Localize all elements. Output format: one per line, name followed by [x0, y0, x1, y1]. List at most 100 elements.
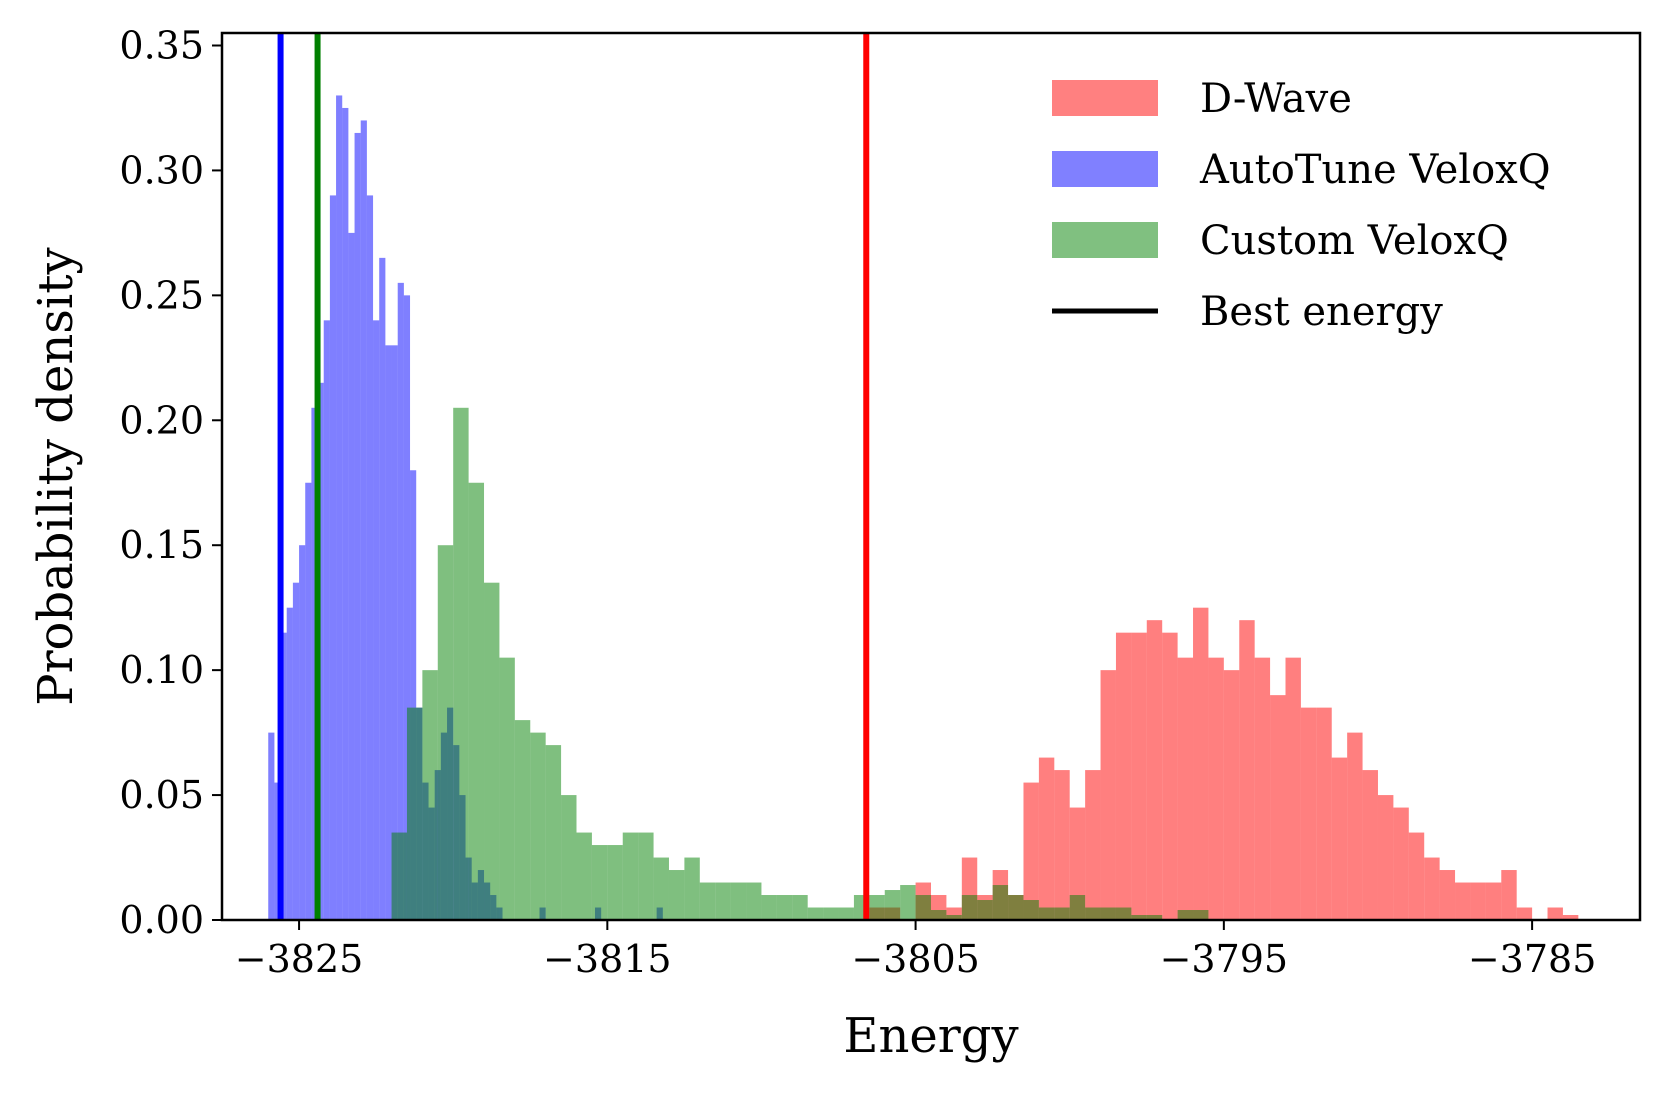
hist-bar — [1069, 807, 1086, 920]
plot-frame — [220, 31, 1642, 922]
legend-label: Best energy — [1200, 289, 1443, 335]
x-axis-title: Energy — [843, 1008, 1018, 1064]
hist-bar — [761, 895, 777, 920]
hist-bar — [379, 257, 386, 920]
hist-bar — [1054, 907, 1070, 920]
hist-bar — [286, 607, 293, 920]
hist-bar — [1038, 907, 1055, 920]
y-axis-title: Probability density — [28, 247, 84, 705]
hist-bar — [484, 582, 500, 920]
hist-bar — [422, 670, 438, 920]
hist-bar — [397, 282, 404, 920]
hist-bar — [699, 882, 716, 920]
x-tick-label: −3815 — [543, 937, 672, 981]
y-tick-label: 0.05 — [119, 773, 204, 817]
hist-bar — [1285, 657, 1301, 920]
hist-bar — [514, 720, 531, 920]
hist-bar — [317, 382, 324, 920]
hist-bar — [1131, 915, 1147, 920]
hist-bar — [1085, 770, 1101, 920]
hist-bar — [1162, 632, 1178, 920]
hist-bar — [1485, 882, 1502, 920]
hist-bar — [1193, 910, 1209, 920]
hist-bar — [354, 132, 361, 920]
legend-item: AutoTune VeloxQ — [1052, 147, 1551, 193]
hist-bar — [1023, 782, 1039, 920]
hist-bar — [1377, 795, 1394, 920]
hist-bar — [453, 407, 469, 920]
hist-bar — [280, 632, 287, 920]
hist-bar — [1547, 907, 1563, 920]
x-tick-label: −3785 — [1468, 937, 1597, 981]
hist-bar — [653, 857, 669, 920]
hist-bar — [730, 882, 747, 920]
hist-bar — [1516, 907, 1533, 920]
legend-item: D-Wave — [1052, 76, 1352, 122]
hist-bar — [336, 95, 343, 920]
hist-bar — [576, 832, 592, 920]
hist-bar — [1208, 657, 1224, 920]
hist-bar — [1470, 882, 1486, 920]
hist-bar — [1115, 632, 1132, 920]
hist-bar — [823, 907, 839, 920]
hist-bar — [792, 895, 808, 920]
hist-bar — [1424, 857, 1440, 920]
hist-bar — [869, 895, 885, 920]
hist-bar — [1239, 620, 1255, 920]
hist-bar — [776, 895, 793, 920]
y-tick-label: 0.30 — [119, 148, 204, 192]
hist-bar — [530, 732, 546, 920]
legend-swatch — [1052, 80, 1158, 116]
hist-bar — [561, 795, 577, 920]
legend-item: Custom VeloxQ — [1052, 218, 1509, 264]
hist-bar — [1115, 907, 1132, 920]
hist-bar — [1455, 882, 1471, 920]
y-tick-label: 0.10 — [119, 648, 204, 692]
best-energy-lines — [277, 33, 870, 920]
hist-bar — [311, 407, 318, 920]
hist-bar — [977, 900, 993, 920]
hist-bar — [1408, 832, 1425, 920]
hist-bar — [1439, 870, 1456, 920]
hist-bar — [274, 782, 281, 920]
hist-bar — [638, 832, 654, 920]
hist-bar — [884, 890, 901, 920]
hist-bar — [373, 320, 380, 921]
hist-bar — [1177, 910, 1194, 920]
legend-label: D-Wave — [1200, 76, 1352, 122]
hist-bar — [607, 845, 623, 920]
hist-bar — [1254, 657, 1271, 920]
hist-bar — [545, 745, 562, 920]
hist-bar — [410, 470, 417, 920]
hist-bar — [992, 885, 1009, 920]
legend-swatch — [1052, 222, 1158, 258]
hist-bar — [348, 232, 355, 920]
y-tick-label: 0.25 — [119, 273, 204, 317]
hist-bar — [305, 482, 312, 920]
hist-bar — [746, 882, 762, 920]
hist-bar — [1085, 907, 1101, 920]
x-tick-label: −3825 — [235, 937, 364, 981]
x-tick-label: −3805 — [851, 937, 980, 981]
hist-bar — [1023, 900, 1039, 920]
hist-bar — [366, 195, 374, 920]
hist-bar — [1393, 807, 1409, 920]
hist-bar — [323, 320, 330, 921]
hist-bar — [1300, 707, 1317, 920]
hist-bar — [360, 120, 367, 920]
hist-bar — [668, 870, 685, 920]
legend-label: AutoTune VeloxQ — [1199, 147, 1551, 193]
hist-bar — [329, 195, 337, 920]
hist-bar — [1347, 732, 1363, 920]
hist-bar — [1331, 757, 1348, 920]
x-tick-label: −3795 — [1160, 937, 1289, 981]
hist-bar — [838, 907, 854, 920]
hist-bar — [807, 907, 824, 920]
legend-swatch — [1052, 151, 1158, 187]
hist-bar — [1316, 707, 1332, 920]
hist-bar — [1193, 607, 1209, 920]
hist-bar — [468, 482, 485, 920]
hist-bar — [1562, 915, 1579, 920]
